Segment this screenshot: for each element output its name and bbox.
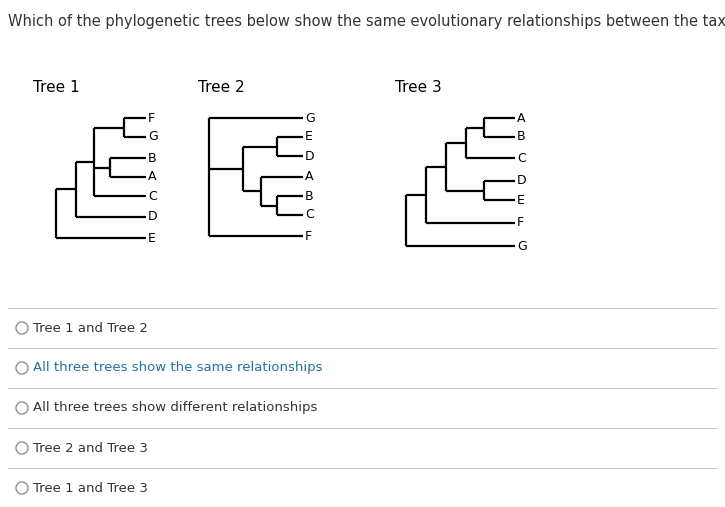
Text: Which of the phylogenetic trees below show the same evolutionary relationships b: Which of the phylogenetic trees below sh…	[8, 14, 725, 29]
Text: All three trees show different relationships: All three trees show different relations…	[33, 402, 318, 415]
Text: A: A	[517, 112, 526, 125]
Text: D: D	[517, 174, 526, 188]
Text: Tree 1: Tree 1	[33, 81, 80, 95]
Text: Tree 2 and Tree 3: Tree 2 and Tree 3	[33, 442, 148, 454]
Text: F: F	[148, 112, 155, 125]
Text: G: G	[305, 112, 315, 125]
Text: B: B	[305, 190, 314, 202]
Text: D: D	[305, 150, 315, 163]
Text: E: E	[305, 130, 313, 143]
Text: A: A	[148, 170, 157, 184]
Text: C: C	[305, 208, 314, 222]
Text: All three trees show the same relationships: All three trees show the same relationsh…	[33, 361, 323, 375]
Text: E: E	[517, 194, 525, 206]
Text: B: B	[148, 152, 157, 164]
Text: G: G	[148, 130, 158, 143]
Text: Tree 2: Tree 2	[198, 81, 244, 95]
Text: D: D	[148, 210, 157, 224]
Text: A: A	[305, 170, 313, 184]
Text: E: E	[148, 232, 156, 244]
Text: C: C	[517, 152, 526, 164]
Text: Tree 1 and Tree 2: Tree 1 and Tree 2	[33, 321, 148, 335]
Text: C: C	[148, 190, 157, 202]
Text: F: F	[305, 230, 312, 242]
Text: G: G	[517, 239, 527, 252]
Text: B: B	[517, 130, 526, 143]
Text: Tree 3: Tree 3	[395, 81, 442, 95]
Text: F: F	[517, 216, 524, 230]
Text: Tree 1 and Tree 3: Tree 1 and Tree 3	[33, 482, 148, 494]
